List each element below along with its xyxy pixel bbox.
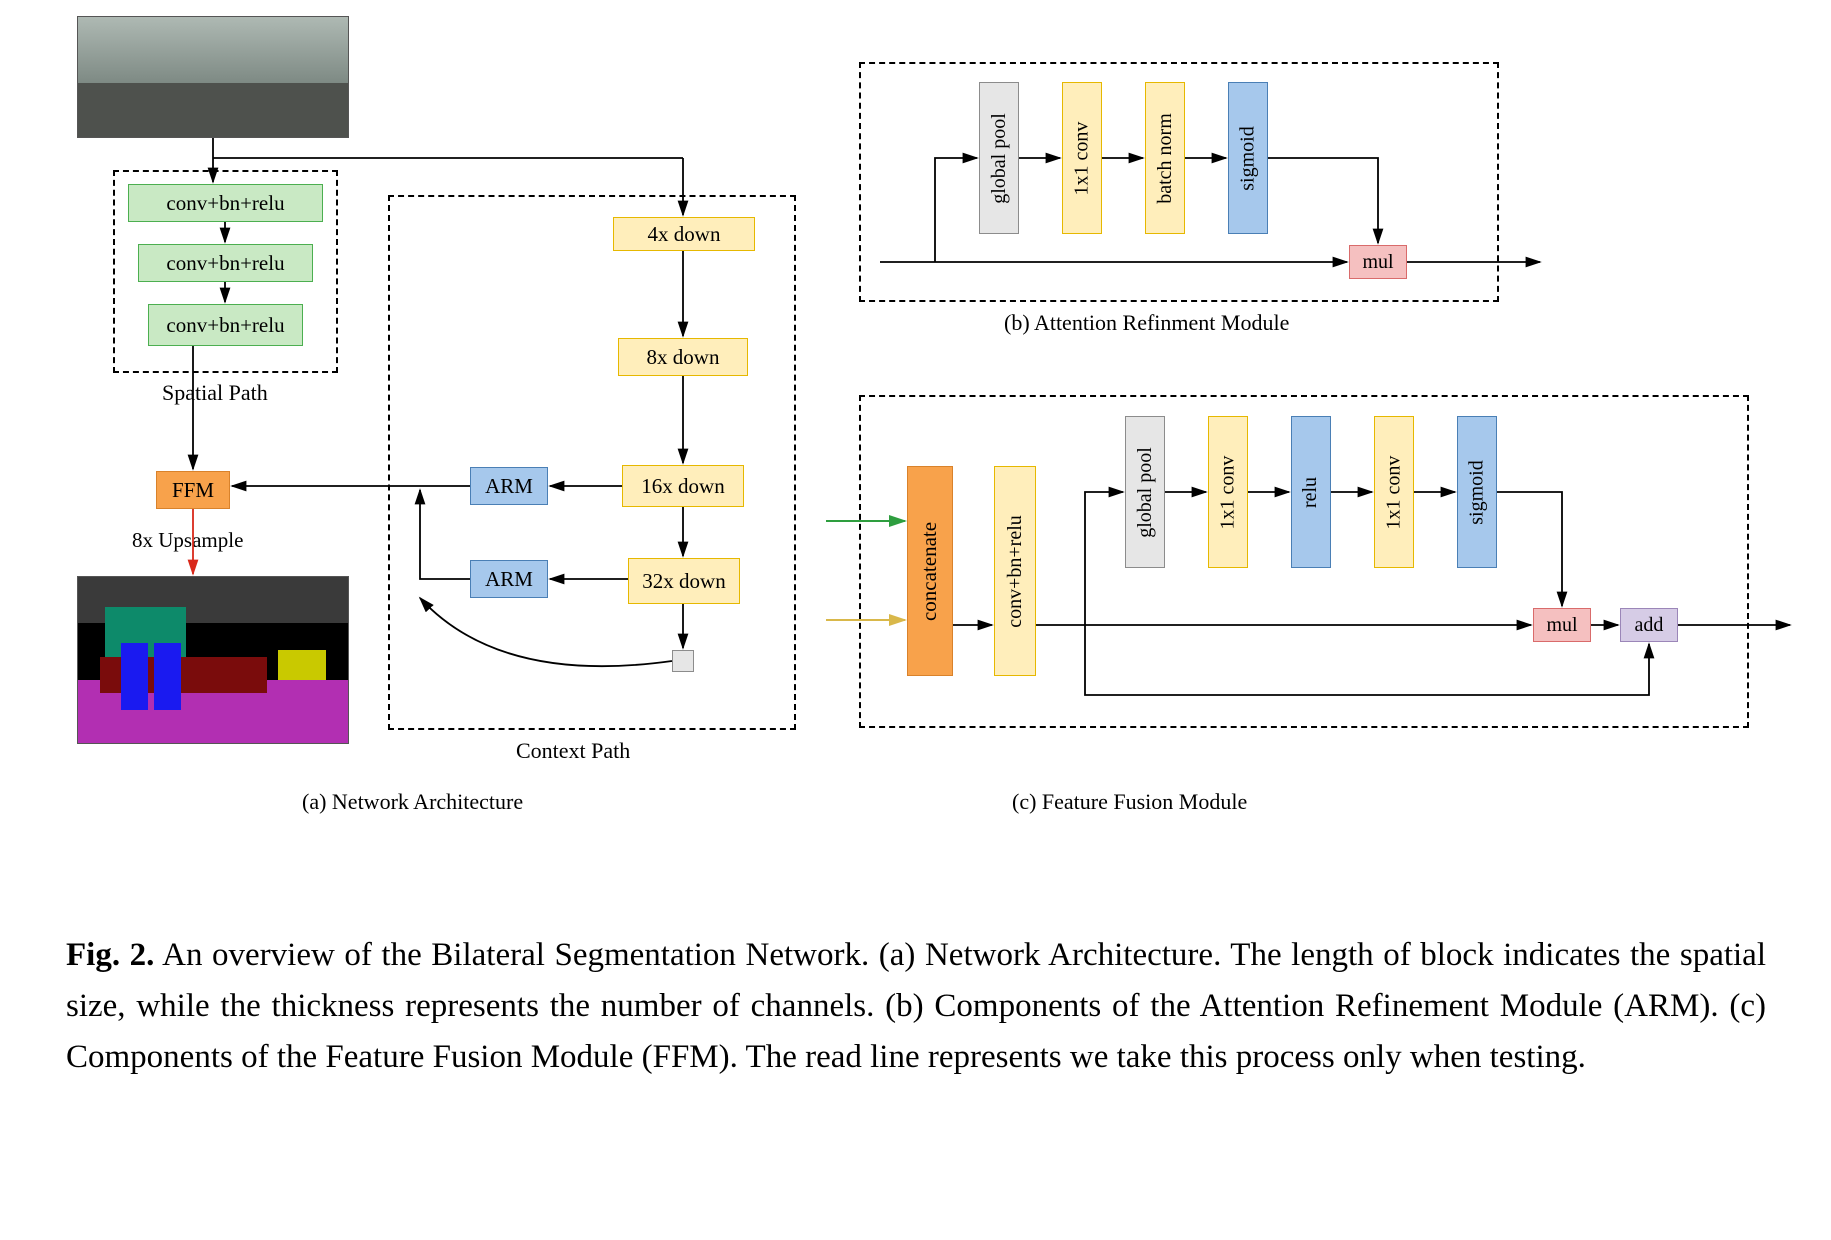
ffm-cbr: conv+bn+relu — [994, 466, 1036, 676]
arm-1x1conv: 1x1 conv — [1062, 82, 1102, 234]
ffm-block: FFM — [156, 471, 230, 509]
ctx-4x: 4x down — [613, 217, 755, 251]
ffm-conv2: 1x1 conv — [1374, 416, 1414, 568]
ffm-sigmoid: sigmoid — [1457, 416, 1497, 568]
arm-sigmoid: sigmoid — [1228, 82, 1268, 234]
arch-caption: (a) Network Architecture — [302, 789, 523, 815]
ffm-concat: concatenate — [907, 466, 953, 676]
context-path-box — [388, 195, 796, 730]
spatial-block-3: conv+bn+relu — [148, 304, 303, 346]
caption-bold: Fig. 2. — [66, 937, 154, 973]
ffm-relu: relu — [1291, 416, 1331, 568]
ctx-pool-square — [672, 650, 694, 672]
arm-caption: (b) Attention Refinment Module — [1004, 310, 1289, 336]
spatial-block-1: conv+bn+relu — [128, 184, 323, 222]
ffm-global-pool: global pool — [1125, 416, 1165, 568]
ffm-caption: (c) Feature Fusion Module — [1012, 789, 1247, 815]
arm-mul: mul — [1349, 245, 1407, 279]
ffm-mul: mul — [1533, 608, 1591, 642]
ffm-conv1: 1x1 conv — [1208, 416, 1248, 568]
spatial-path-label: Spatial Path — [162, 380, 268, 406]
ffm-add: add — [1620, 608, 1678, 642]
upsample-label: 8x Upsample — [132, 528, 243, 553]
arm-block-2: ARM — [470, 560, 548, 598]
spatial-block-2: conv+bn+relu — [138, 244, 313, 282]
figure-caption: Fig. 2. An overview of the Bilateral Seg… — [66, 930, 1766, 1083]
output-image — [77, 576, 349, 744]
ctx-8x: 8x down — [618, 338, 748, 376]
diagram-area: conv+bn+relu conv+bn+relu conv+bn+relu S… — [0, 0, 1831, 870]
arm-global-pool: global pool — [979, 82, 1019, 234]
caption-text: An overview of the Bilateral Segmentatio… — [66, 937, 1766, 1075]
arm-block-1: ARM — [470, 467, 548, 505]
context-path-label: Context Path — [516, 738, 630, 764]
ctx-32x: 32x down — [628, 558, 740, 604]
arm-bn: batch norm — [1145, 82, 1185, 234]
input-image — [77, 16, 349, 138]
ctx-16x: 16x down — [622, 465, 744, 507]
